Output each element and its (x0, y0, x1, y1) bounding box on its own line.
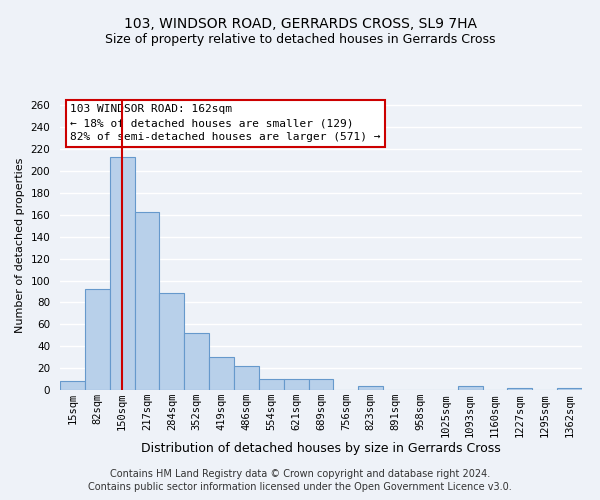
Y-axis label: Number of detached properties: Number of detached properties (15, 158, 25, 332)
Bar (508, 388, 532, 390)
Text: 103 WINDSOR ROAD: 162sqm
← 18% of detached houses are smaller (129)
82% of semi-: 103 WINDSOR ROAD: 162sqm ← 18% of detach… (70, 104, 381, 142)
Text: 103, WINDSOR ROAD, GERRARDS CROSS, SL9 7HA: 103, WINDSOR ROAD, GERRARDS CROSS, SL9 7… (124, 18, 476, 32)
Bar (134, 212, 160, 390)
Bar (85, 290, 110, 390)
Bar (557, 388, 582, 390)
Bar (60, 381, 85, 390)
Text: Size of property relative to detached houses in Gerrards Cross: Size of property relative to detached ho… (105, 32, 495, 46)
Bar (284, 379, 308, 390)
Bar (458, 386, 482, 390)
Text: Contains HM Land Registry data © Crown copyright and database right 2024.: Contains HM Land Registry data © Crown c… (110, 469, 490, 479)
Bar (259, 379, 284, 390)
Bar (358, 386, 383, 390)
Bar (308, 379, 334, 390)
Bar (209, 357, 234, 390)
Bar (184, 333, 209, 390)
X-axis label: Distribution of detached houses by size in Gerrards Cross: Distribution of detached houses by size … (141, 442, 501, 455)
Bar (160, 292, 184, 390)
Bar (234, 366, 259, 390)
Bar (110, 157, 134, 390)
Text: Contains public sector information licensed under the Open Government Licence v3: Contains public sector information licen… (88, 482, 512, 492)
